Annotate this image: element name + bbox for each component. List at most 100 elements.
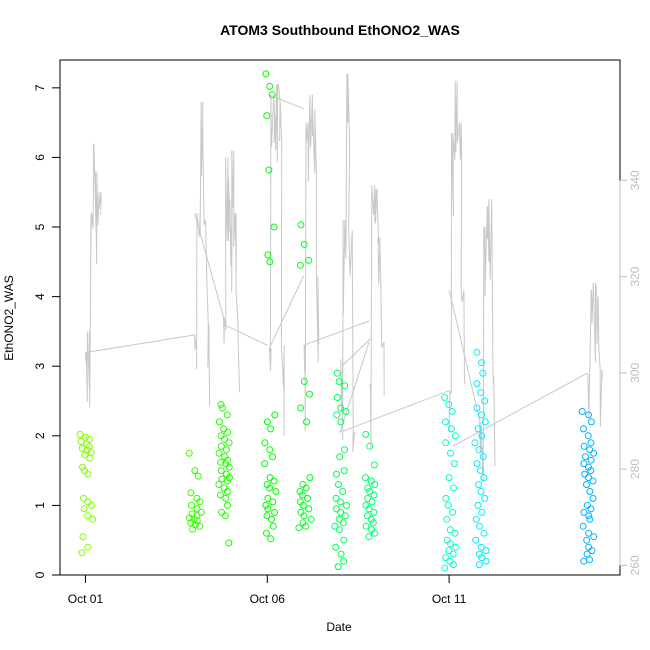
data-point <box>343 501 350 509</box>
data-point <box>86 454 94 462</box>
data-point <box>266 258 274 266</box>
data-point <box>447 540 454 548</box>
data-point <box>445 474 453 482</box>
x-tick-label: Oct 11 <box>432 592 467 606</box>
data-point <box>482 547 490 555</box>
data-point <box>267 535 275 543</box>
data-point <box>339 519 347 527</box>
data-point <box>477 389 485 397</box>
data-point <box>478 359 485 367</box>
data-point <box>220 425 228 433</box>
data-point <box>306 390 313 398</box>
data-point <box>266 446 274 454</box>
data-point <box>472 515 480 523</box>
data-point <box>305 505 313 513</box>
data-point <box>478 554 486 562</box>
data-point <box>225 539 233 547</box>
data-point <box>370 461 378 469</box>
data-point <box>587 418 595 426</box>
data-point <box>331 522 339 530</box>
data-point <box>473 404 481 412</box>
data-point <box>302 484 310 492</box>
data-point <box>215 449 223 457</box>
line-connector <box>339 390 450 433</box>
data-point <box>442 554 450 562</box>
data-point <box>332 494 340 502</box>
data-point <box>478 411 486 419</box>
data-point <box>81 433 89 441</box>
data-point <box>586 446 594 454</box>
data-point <box>336 453 344 461</box>
data-point <box>269 453 277 461</box>
data-point <box>225 463 233 471</box>
data-point <box>264 505 272 513</box>
data-point <box>473 348 481 356</box>
data-point <box>333 394 341 401</box>
data-point <box>80 505 88 513</box>
data-point <box>370 491 378 499</box>
data-point <box>581 470 589 478</box>
data-point <box>369 519 377 527</box>
data-point <box>367 515 375 523</box>
data-point <box>445 401 453 408</box>
data-point <box>475 481 483 488</box>
data-point <box>478 508 486 516</box>
data-point <box>217 491 224 499</box>
data-point <box>197 508 205 516</box>
data-point <box>340 467 348 475</box>
data-point <box>272 488 280 495</box>
line-burst <box>223 150 240 393</box>
y-tick-label: 2 <box>33 432 47 439</box>
data-point <box>89 515 97 523</box>
y-axis: 0 1 2 3 4 5 6 7 <box>33 84 60 578</box>
data-point <box>263 512 271 520</box>
data-point <box>587 439 595 447</box>
data-point <box>333 411 341 419</box>
data-point <box>362 522 370 530</box>
data-point <box>371 481 379 488</box>
data-point <box>477 488 485 495</box>
y-tick-label: 1 <box>33 502 47 509</box>
data-point <box>480 529 488 537</box>
data-point <box>580 508 588 516</box>
data-point <box>224 428 232 436</box>
data-point <box>261 460 269 468</box>
data-point <box>266 484 274 492</box>
x-tick-label: Oct 01 <box>68 592 104 606</box>
data-point <box>185 514 193 522</box>
data-point <box>267 425 275 433</box>
data-point <box>449 561 457 569</box>
data-point <box>442 494 450 502</box>
data-point <box>362 430 370 438</box>
data-point <box>300 240 308 248</box>
data-point <box>583 536 591 544</box>
data-point <box>185 449 193 457</box>
data-point <box>303 418 310 426</box>
data-point <box>297 404 305 412</box>
data-point <box>337 508 345 516</box>
data-point <box>362 474 369 482</box>
data-point <box>270 477 278 485</box>
data-point <box>450 484 457 492</box>
data-point <box>296 261 304 269</box>
data-point <box>217 401 225 408</box>
data-point <box>306 474 314 482</box>
data-point <box>365 505 373 513</box>
data-point <box>78 549 86 557</box>
data-point <box>187 489 195 497</box>
data-point <box>223 488 231 495</box>
data-point <box>479 369 487 377</box>
x-axis: Oct 01 Oct 06 Oct 11 <box>68 575 467 606</box>
data-point <box>305 256 313 264</box>
data-point <box>264 494 272 502</box>
data-point <box>217 467 225 475</box>
data-point <box>337 550 345 558</box>
data-point <box>341 512 349 520</box>
data-point <box>83 446 91 454</box>
data-point <box>474 501 482 509</box>
data-point <box>193 505 201 513</box>
data-point <box>264 251 272 259</box>
data-point <box>335 378 343 385</box>
data-point <box>590 533 598 541</box>
